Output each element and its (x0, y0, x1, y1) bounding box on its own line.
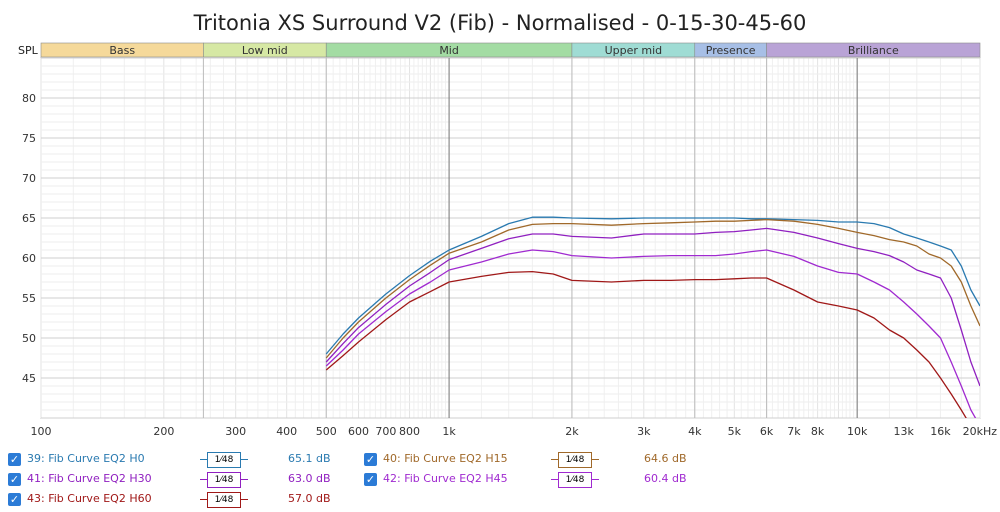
y-tick-label: 50 (22, 332, 36, 345)
band-label: Presence (706, 44, 756, 57)
x-tick-label: 400 (276, 425, 297, 438)
x-tick-label: 100 (31, 425, 52, 438)
legend-value: 60.4 dB (644, 472, 687, 485)
checkbox-icon[interactable]: ✓ (364, 453, 377, 466)
legend-value: 57.0 dB (288, 492, 331, 505)
y-tick-label: 60 (22, 252, 36, 265)
band-label: Brilliance (848, 44, 899, 57)
x-tick-label: 16k (930, 425, 951, 438)
x-tick-label: 3k (637, 425, 651, 438)
y-axis-label: SPL (18, 44, 39, 57)
x-tick-label: 20kHz (963, 425, 998, 438)
legend-item-h45[interactable]: ✓ 42: Fib Curve EQ2 H45 1⁄48 60.4 dB (364, 472, 694, 490)
y-tick-label: 70 (22, 172, 36, 185)
band-brilliance (766, 42, 981, 58)
smoothing-box[interactable]: 1⁄48 (207, 492, 241, 508)
legend-value: 63.0 dB (288, 472, 331, 485)
frequency-bands: Bass Low mid Mid Upper mid Presence Brillianc… (40, 42, 981, 58)
series-line-0 (325, 216, 980, 355)
y-tick-label: 45 (22, 372, 36, 385)
x-tick-label: 2k (565, 425, 579, 438)
grid (40, 57, 981, 419)
series-lines (325, 216, 980, 418)
band-label: Low mid (242, 44, 288, 57)
frequency-response-chart: Tritonia XS Surround V2 (Fib) - Normalis… (18, 11, 997, 438)
series-line-2 (325, 227, 980, 387)
legend-label: 40: Fib Curve EQ2 H15 (383, 452, 508, 465)
x-tick-label: 7k (787, 425, 801, 438)
y-tick-label: 80 (22, 92, 36, 105)
x-tick-label: 600 (348, 425, 369, 438)
smoothing-box[interactable]: 1⁄48 (207, 472, 241, 488)
y-tick-label: 65 (22, 212, 36, 225)
x-tick-label: 8k (811, 425, 825, 438)
checkbox-icon[interactable]: ✓ (8, 493, 21, 506)
x-tick-label: 300 (225, 425, 246, 438)
checkbox-icon[interactable]: ✓ (364, 473, 377, 486)
y-tick-label: 75 (22, 132, 36, 145)
legend-item-h15[interactable]: ✓ 40: Fib Curve EQ2 H15 1⁄48 64.6 dB (364, 452, 694, 470)
x-tick-label: 800 (399, 425, 420, 438)
x-tick-label: 4k (688, 425, 702, 438)
legend-value: 65.1 dB (288, 452, 331, 465)
checkbox-icon[interactable]: ✓ (8, 453, 21, 466)
legend-label: 39: Fib Curve EQ2 H0 (27, 452, 145, 465)
smoothing-box[interactable]: 1⁄48 (207, 452, 241, 468)
x-tick-label: 10k (847, 425, 868, 438)
band-label: Bass (109, 44, 135, 57)
x-tick-label: 200 (153, 425, 174, 438)
legend-item-h60[interactable]: ✓ 43: Fib Curve EQ2 H60 1⁄48 57.0 dB (8, 492, 338, 510)
legend-label: 42: Fib Curve EQ2 H45 (383, 472, 508, 485)
series-line-4 (325, 270, 967, 418)
x-tick-label: 700 (375, 425, 396, 438)
legend-value: 64.6 dB (644, 452, 687, 465)
x-tick-label: 5k (728, 425, 742, 438)
legend-item-h30[interactable]: ✓ 41: Fib Curve EQ2 H30 1⁄48 63.0 dB (8, 472, 338, 490)
smoothing-box[interactable]: 1⁄48 (558, 452, 592, 468)
y-tick-label: 55 (22, 292, 36, 305)
x-tick-label: 500 (316, 425, 337, 438)
axis-labels: 45 50 55 60 65 70 75 80 100 200 300 400 500 600 700 800… (22, 92, 997, 438)
legend-item-h0[interactable]: ✓ 39: Fib Curve EQ2 H0 1⁄48 65.1 dB (8, 452, 338, 470)
legend-label: 43: Fib Curve EQ2 H60 (27, 492, 152, 505)
checkbox-icon[interactable]: ✓ (8, 473, 21, 486)
band-label: Mid (439, 44, 459, 57)
chart-title: Tritonia XS Surround V2 (Fib) - Normalis… (193, 11, 807, 35)
band-label: Upper mid (605, 44, 663, 57)
legend-label: 41: Fib Curve EQ2 H30 (27, 472, 152, 485)
series-line-3 (325, 249, 977, 418)
smoothing-box[interactable]: 1⁄48 (558, 472, 592, 488)
x-tick-label: 13k (893, 425, 914, 438)
series-line-1 (325, 218, 980, 359)
x-tick-label: 6k (760, 425, 774, 438)
x-tick-label: 1k (442, 425, 456, 438)
